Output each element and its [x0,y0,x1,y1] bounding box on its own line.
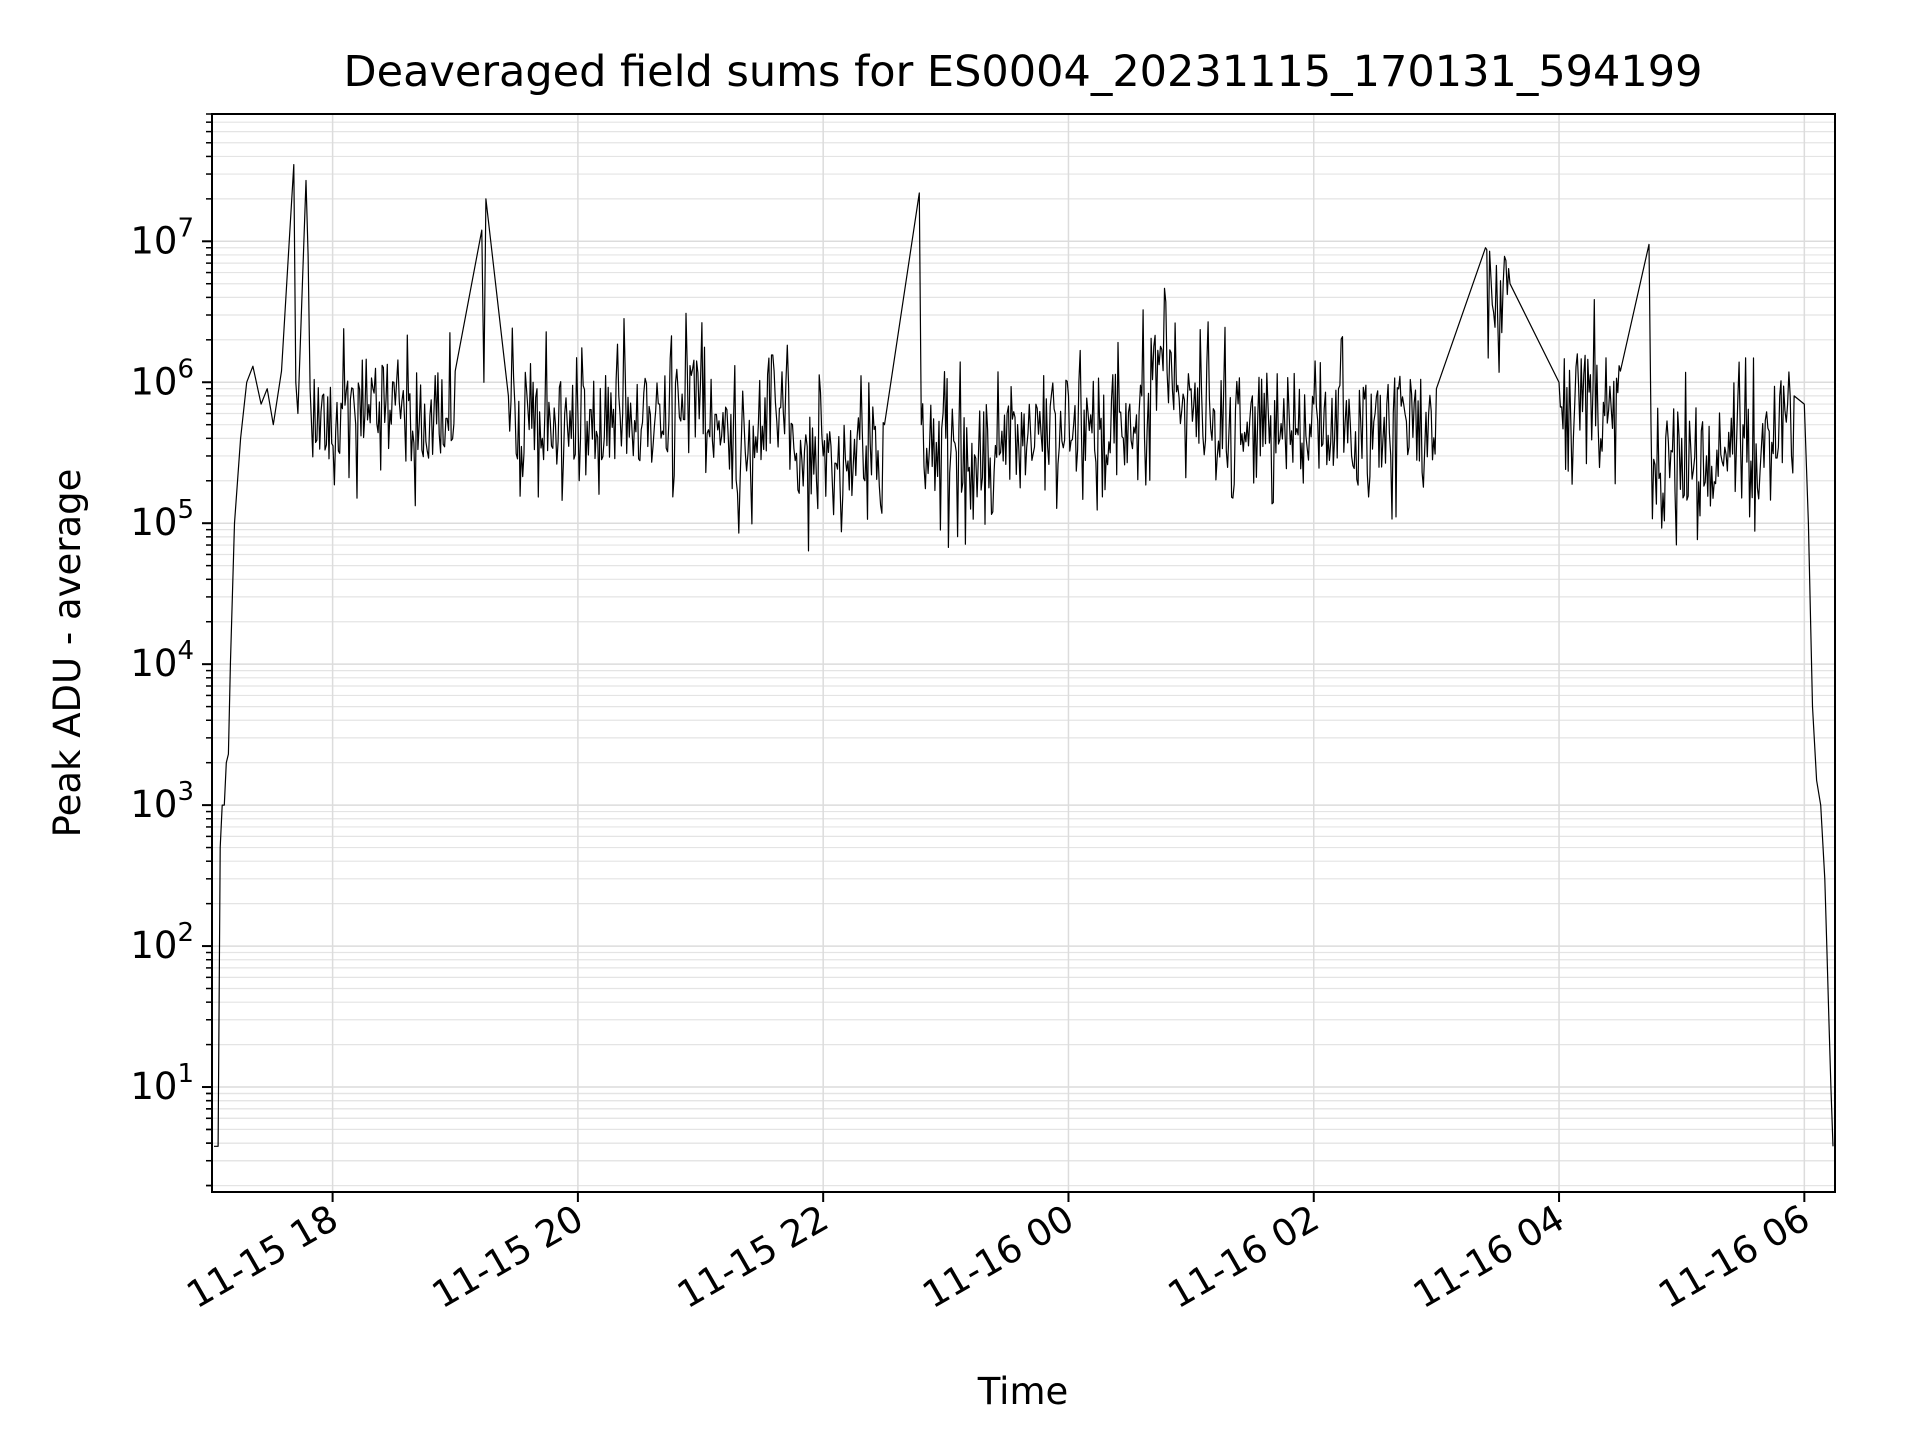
y-tick-exponent: 2 [177,918,194,948]
y-tick-label: 104 [130,636,194,685]
y-tick-exponent: 7 [177,213,194,243]
y-tick-base: 10 [130,360,177,403]
y-tick-label: 107 [130,213,194,262]
x-tick-label: 11-16 00 [915,1197,1081,1317]
x-tick-label: 11-16 06 [1651,1197,1817,1317]
chart-title: Deaveraged field sums for ES0004_2023111… [344,47,1703,97]
y-tick-exponent: 1 [177,1059,194,1089]
y-tick-label: 105 [130,495,194,544]
y-tick-base: 10 [130,501,177,544]
y-tick-base: 10 [130,783,177,826]
x-tick-label: 11-16 04 [1406,1197,1572,1317]
data-line [214,164,1834,1147]
plot-background [212,114,1835,1192]
x-tick-label: 11-15 18 [180,1197,346,1317]
y-tick-exponent: 5 [177,495,194,525]
y-axis-label: Peak ADU - average [46,469,89,838]
x-axis-ticks: 11-15 18 11-15 20 11-15 22 11-16 00 11-16 02… [180,1192,1817,1317]
y-tick-base: 10 [130,219,177,262]
y-tick-exponent: 6 [177,354,194,384]
x-axis-label: Time [977,1370,1069,1413]
x-tick-label: 11-15 20 [425,1197,591,1317]
x-tick-label: 11-15 22 [670,1197,836,1317]
plot-frame [211,113,1836,1193]
y-tick-base: 10 [130,642,177,685]
y-tick-base: 10 [130,1065,177,1108]
y-tick-exponent: 3 [177,777,194,807]
x-tick-label: 11-16 02 [1161,1197,1327,1317]
y-tick-label: 103 [130,777,194,826]
y-tick-label: 102 [130,918,194,967]
y-tick-label: 106 [130,354,194,403]
y-tick-exponent: 4 [177,636,194,666]
y-tick-label: 101 [130,1059,194,1108]
y-tick-base: 10 [130,924,177,967]
